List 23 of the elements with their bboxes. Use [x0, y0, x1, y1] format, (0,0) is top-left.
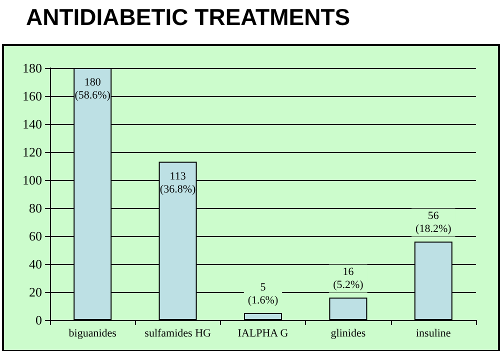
y-tick-label: 20 — [29, 284, 42, 300]
y-tick-label: 100 — [22, 172, 42, 188]
y-tick-label: 80 — [29, 200, 42, 216]
x-tick-label: glinides — [330, 328, 366, 340]
chart-title: ANTIDIABETIC TREATMENTS — [26, 4, 350, 31]
y-tick-label: 120 — [22, 144, 42, 160]
data-label: 16 (5.2%) — [333, 266, 364, 292]
y-tick-label: 60 — [29, 228, 42, 244]
x-tick-label: IALPHA G — [238, 328, 288, 340]
x-tick-label: insuline — [416, 328, 451, 340]
data-label: 113 (36.8%) — [160, 170, 196, 196]
data-label: 5 (1.6%) — [248, 282, 278, 306]
data-label: 56 (18.2%) — [416, 210, 452, 236]
x-tick-label: sulfamides HG — [144, 328, 212, 340]
y-tick-label: 180 — [22, 60, 42, 76]
bar — [244, 313, 282, 320]
y-tick-label: 160 — [22, 88, 42, 104]
bar — [329, 298, 368, 320]
data-label: 180 (58.6%) — [74, 76, 111, 102]
y-tick-label: 140 — [22, 116, 42, 132]
y-tick-label: 40 — [29, 256, 42, 272]
x-tick-label: biguanides — [68, 328, 116, 340]
y-tick-label: 0 — [36, 312, 42, 328]
